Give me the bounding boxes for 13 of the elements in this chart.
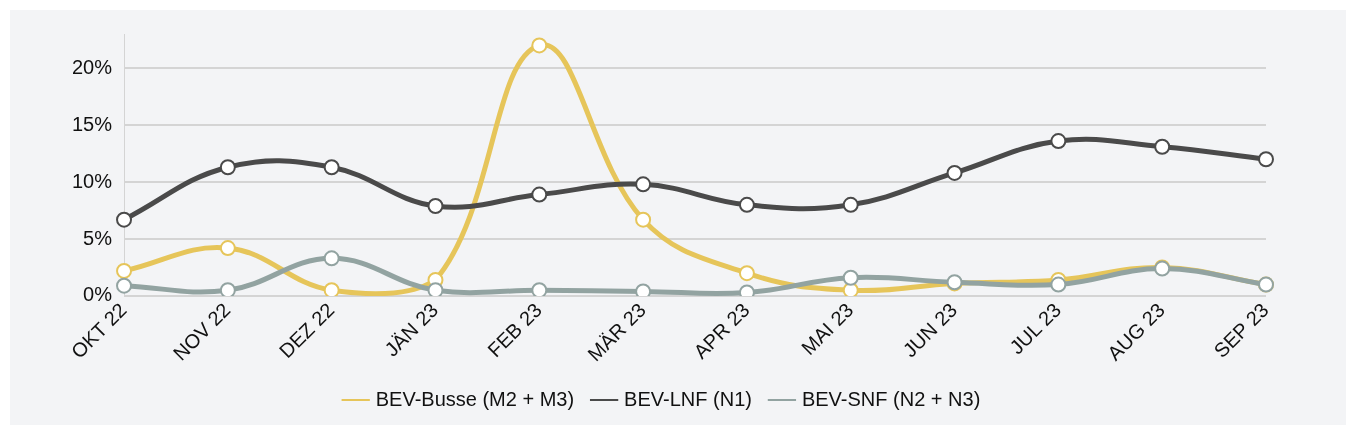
x-tick-label: SEP 23	[1209, 298, 1273, 362]
legend-label: BEV-LNF (N1)	[624, 387, 752, 410]
x-tick-label: JÄN 23	[380, 298, 443, 361]
y-tick-label: 15%	[72, 112, 113, 135]
y-tick-label: 10%	[72, 169, 113, 192]
y-tick-label: 20%	[72, 55, 113, 78]
x-tick-label: JUL 23	[1005, 298, 1066, 359]
legend-label: BEV-SNF (N2 + N3)	[801, 387, 981, 410]
y-tick-label: 0%	[83, 283, 113, 306]
y-tick-label: 5%	[83, 226, 113, 249]
legend-label: BEV-Busse (M2 + M3)	[375, 387, 575, 410]
x-tick-label: FEB 23	[483, 298, 547, 362]
x-tick-label: MAI 23	[797, 298, 858, 359]
